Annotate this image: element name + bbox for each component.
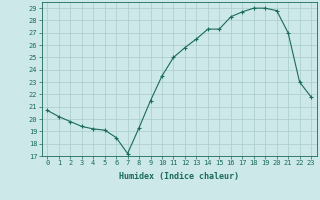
X-axis label: Humidex (Indice chaleur): Humidex (Indice chaleur) [119,172,239,181]
